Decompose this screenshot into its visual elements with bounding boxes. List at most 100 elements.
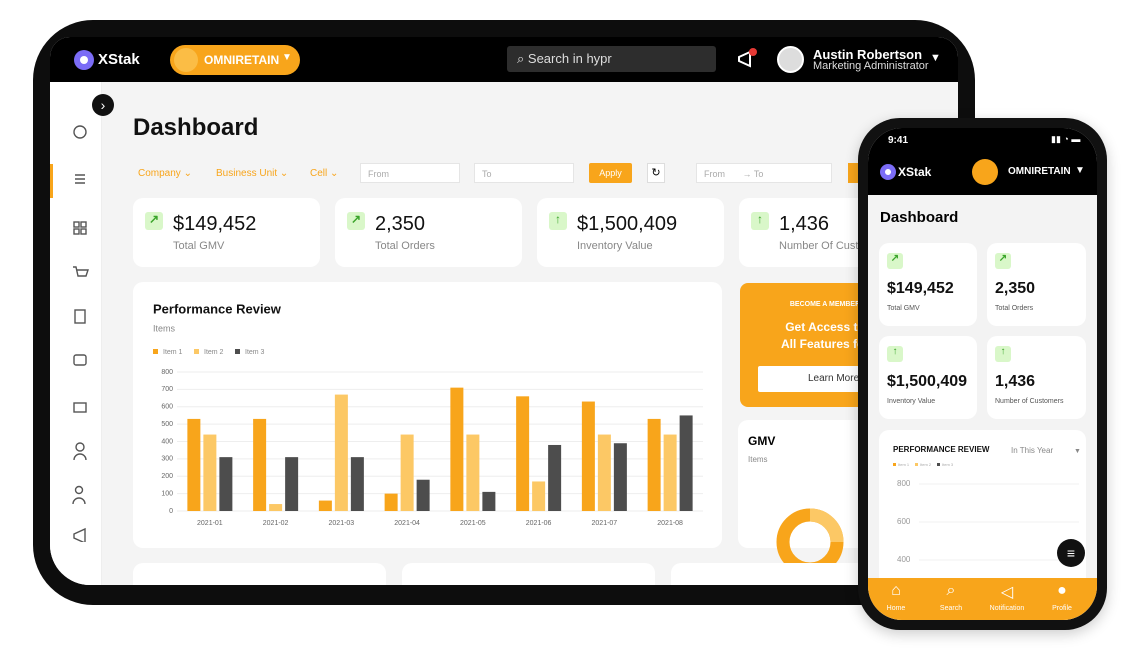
refresh-button[interactable]: ↻ <box>647 163 665 183</box>
kpi-label: Total GMV <box>887 305 920 312</box>
legend-swatch <box>915 463 918 466</box>
kpi-value: $149,452 <box>173 213 257 235</box>
y-tick-label: 700 <box>161 386 173 393</box>
caret[interactable]: ▼ <box>1074 448 1081 455</box>
gmv-title: GMV <box>748 434 776 448</box>
date-range[interactable]: From → To <box>696 163 832 183</box>
filter[interactable]: Cell ⌄ <box>310 168 339 179</box>
filter-label: Business Unit <box>216 168 278 179</box>
promo-line: All Features for <box>780 337 870 351</box>
logo-icon <box>74 50 94 70</box>
bar <box>647 418 661 511</box>
product-icon <box>174 48 198 72</box>
kpi-icon: ↗ <box>347 212 365 230</box>
date-to[interactable]: To <box>474 163 574 183</box>
search-box[interactable]: ⌕ Search in hypr <box>507 46 716 72</box>
kpi-card: ↗ $149,452 Total GMV <box>879 243 977 326</box>
bar <box>384 493 398 511</box>
tab-label: Search <box>939 605 963 612</box>
bar <box>548 444 562 511</box>
y-tick-label: 800 <box>897 479 911 488</box>
kpi-value: $149,452 <box>887 280 954 297</box>
legend-label: Item 1 <box>898 462 910 467</box>
x-tick-label: 2021-08 <box>657 520 683 527</box>
page-title: Dashboard <box>133 114 259 141</box>
bar <box>613 443 627 511</box>
kpi-card: ↗ 2,350 Total Orders <box>987 243 1086 326</box>
legend-swatch <box>937 463 940 466</box>
kpi-label: Total Orders <box>375 240 435 252</box>
avatar[interactable] <box>777 46 804 73</box>
sidebar-toggle[interactable]: › <box>92 94 114 116</box>
x-tick-label: 2021-06 <box>526 520 552 527</box>
sidebar <box>50 82 102 585</box>
kpi-card: ↗ 2,350 Total Orders <box>335 198 522 267</box>
header: XStak OMNIRETAIN ▼ ⌕ Search in hypr Aust… <box>50 37 958 82</box>
phone-screen: 9:41 ▮▮ ◔ ▬ XStak OMNIRETAIN ▼ Dashboard… <box>868 128 1097 620</box>
y-tick-label: 0 <box>169 508 173 515</box>
x-tick-label: 2021-02 <box>263 520 289 527</box>
kpi-card: ↑ $1,500,409 Inventory Value <box>879 336 977 419</box>
tab-icon: ● <box>1057 582 1067 599</box>
y-tick-label: 600 <box>161 404 173 411</box>
legend-label: Item 3 <box>942 462 954 467</box>
date-from: From <box>704 169 725 179</box>
y-tick-label: 300 <box>161 456 173 463</box>
kpi-label: Inventory Value <box>577 240 653 252</box>
chart-subtitle: Items <box>153 323 176 333</box>
tab-label: Profile <box>1052 605 1072 612</box>
promo-eyebrow: BECOME A MEMBER <box>789 301 861 308</box>
status-time: 9:41 <box>888 135 909 146</box>
bar <box>516 396 530 511</box>
active-indicator <box>50 164 53 198</box>
caret[interactable]: ▼ <box>1075 165 1085 176</box>
y-tick-label: 100 <box>161 490 173 497</box>
brand: XStak <box>98 51 140 68</box>
filter[interactable]: Company ⌄ <box>138 168 192 179</box>
kpi-value: $1,500,409 <box>887 373 968 390</box>
legend-label: Item 2 <box>920 462 932 467</box>
x-tick-label: 2021-05 <box>460 520 486 527</box>
chart: Performance Review Items Item 1 Item 2 Ite… <box>153 301 703 527</box>
kpi-value: 2,350 <box>375 213 426 235</box>
x-tick-label: 2021-04 <box>394 520 420 527</box>
kpi-label: Total Orders <box>995 305 1034 312</box>
filter-label: Company <box>138 168 181 179</box>
sidebar-icons[interactable] <box>70 122 90 542</box>
caret[interactable]: ▼ <box>930 52 941 64</box>
filter[interactable]: Business Unit ⌄ <box>216 168 289 179</box>
legend-swatch <box>235 349 240 354</box>
legend-swatch <box>893 463 896 466</box>
bar <box>269 504 283 511</box>
kpi-value: 1,436 <box>995 373 1036 390</box>
chart-title: Performance Review <box>153 301 282 316</box>
menu-button[interactable]: ≡ <box>1057 539 1085 567</box>
x-tick-label: 2021-07 <box>592 520 618 527</box>
bar <box>532 481 546 511</box>
product-switch[interactable]: OMNIRETAIN ▼ <box>170 45 300 75</box>
logo-icon <box>880 164 896 180</box>
bar <box>400 434 414 511</box>
search-text: Search in hypr <box>527 51 612 66</box>
period[interactable]: In This Year <box>1011 446 1053 455</box>
bar <box>450 387 464 511</box>
kpi-value: $1,500,409 <box>577 213 678 235</box>
bar <box>350 457 364 511</box>
chart-title: PERFORMANCE REVIEW <box>893 445 990 454</box>
date-from[interactable]: From <box>360 163 460 183</box>
gmv-subtitle: Items <box>748 455 768 464</box>
y-tick-label: 500 <box>161 421 173 428</box>
bar <box>318 500 332 511</box>
apply-button[interactable]: Apply <box>589 163 632 183</box>
bar <box>253 418 267 511</box>
kpi-card: ↑ 1,436 Number of Customers <box>987 336 1086 419</box>
brand: XStak <box>898 165 932 179</box>
bar <box>285 457 299 511</box>
bar <box>416 479 430 511</box>
y-tick-label: 200 <box>161 473 173 480</box>
notification-icon[interactable] <box>736 47 758 71</box>
product-name: OMNIRETAIN <box>204 53 280 67</box>
kpi-icon: ↗ <box>995 253 1011 269</box>
bar <box>663 434 677 511</box>
